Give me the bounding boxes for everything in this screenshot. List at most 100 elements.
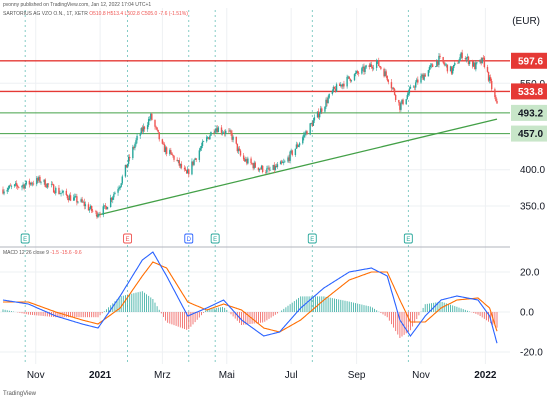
candle-body: [133, 147, 135, 149]
level-price-label-bg: [511, 83, 547, 100]
time-tick-label: Nov: [27, 370, 45, 381]
candle-body: [65, 190, 68, 195]
candle-body: [276, 164, 279, 168]
candle-body: [23, 184, 25, 189]
candle-body: [268, 167, 270, 171]
candle-body: [479, 59, 481, 63]
candle-body: [180, 163, 183, 168]
candle-body: [24, 184, 26, 189]
candle-body: [43, 179, 45, 183]
candle-body: [486, 67, 489, 72]
candle-body: [260, 165, 263, 169]
candle-body: [39, 176, 41, 183]
candle-body: [139, 134, 141, 136]
candle-body: [353, 74, 356, 81]
candle-body: [62, 190, 64, 193]
candle-body: [124, 164, 127, 177]
candle-body: [460, 52, 462, 58]
candle-body: [103, 205, 106, 207]
candle-body: [112, 197, 114, 200]
candle-body: [14, 183, 17, 185]
currency-label: (EUR): [512, 16, 540, 27]
candle-body: [106, 207, 109, 210]
candle-body: [412, 86, 415, 88]
candle-body: [309, 123, 311, 135]
candle-body: [450, 66, 453, 74]
vertical-gridlines: [35, 8, 486, 364]
candle-body: [82, 201, 84, 203]
candle-body: [355, 71, 358, 73]
candle-body: [421, 74, 423, 77]
uptrend-line: [95, 118, 498, 217]
candle-body: [444, 64, 446, 66]
candle-body: [358, 73, 360, 74]
candle-body: [207, 137, 209, 138]
signal-line: [3, 261, 498, 333]
candle-body: [379, 65, 381, 68]
candle-body: [474, 62, 476, 70]
price-tick-label: 400.0: [520, 165, 545, 176]
candle-body: [210, 131, 212, 136]
candle-body: [155, 126, 157, 128]
candle-body: [99, 214, 101, 215]
candle-body: [468, 61, 471, 65]
candle-body: [273, 164, 275, 170]
candle-body: [247, 158, 249, 164]
candle-body: [55, 187, 57, 194]
candle-body: [132, 147, 134, 159]
candle-body: [114, 192, 116, 195]
candle-body: [279, 161, 282, 165]
time-tick-label: Mai: [219, 370, 235, 381]
candle-body: [13, 184, 16, 187]
candle-body: [105, 206, 108, 210]
candle-body: [413, 86, 416, 88]
candle-body: [253, 162, 255, 169]
level-price-label-bg: [511, 104, 547, 121]
candle-body: [238, 148, 241, 151]
candle-body: [51, 184, 54, 185]
candle-body: [172, 154, 174, 156]
event-marker-badge: [403, 233, 413, 244]
candle-body: [464, 58, 467, 60]
candle-body: [164, 147, 167, 153]
candle-body: [491, 80, 493, 90]
candle-body: [302, 137, 304, 144]
candle-body: [445, 64, 448, 66]
candle-body: [399, 102, 401, 110]
candle-body: [392, 87, 395, 90]
candle-body: [31, 183, 34, 185]
candle-body: [430, 64, 433, 66]
candle-body: [61, 192, 63, 194]
candle-body: [258, 168, 261, 171]
time-axis: Nov 2021 Mrz Mai Jul Sep Nov 2022: [27, 370, 497, 381]
candle-body: [87, 204, 90, 211]
candle-body: [92, 210, 94, 212]
candle-body: [236, 143, 239, 152]
candle-body: [339, 84, 341, 86]
candle-body: [465, 58, 468, 60]
candle-body: [158, 132, 160, 140]
time-tick-label: 2022: [474, 370, 497, 381]
macd-axis: -20.0 0.0 20.0: [520, 268, 543, 359]
candle-body: [16, 183, 18, 186]
candle-body: [335, 84, 338, 92]
candle-body: [161, 139, 164, 144]
candle-body: [245, 159, 247, 162]
candle-body: [173, 155, 175, 160]
event-marker-badge: [123, 233, 133, 244]
candle-body: [289, 151, 291, 161]
candle-body: [109, 197, 112, 208]
candle-body: [409, 86, 412, 89]
candle-body: [439, 55, 441, 58]
candle-body: [454, 63, 456, 65]
candle-body: [147, 119, 150, 126]
candle-body: [184, 169, 187, 171]
candle-body: [66, 194, 69, 199]
candle-body: [290, 150, 292, 152]
candle-body: [136, 135, 138, 141]
candle-body: [83, 201, 85, 207]
candle-body: [324, 106, 326, 112]
candle-body: [232, 136, 234, 140]
candle-body: [496, 101, 498, 104]
